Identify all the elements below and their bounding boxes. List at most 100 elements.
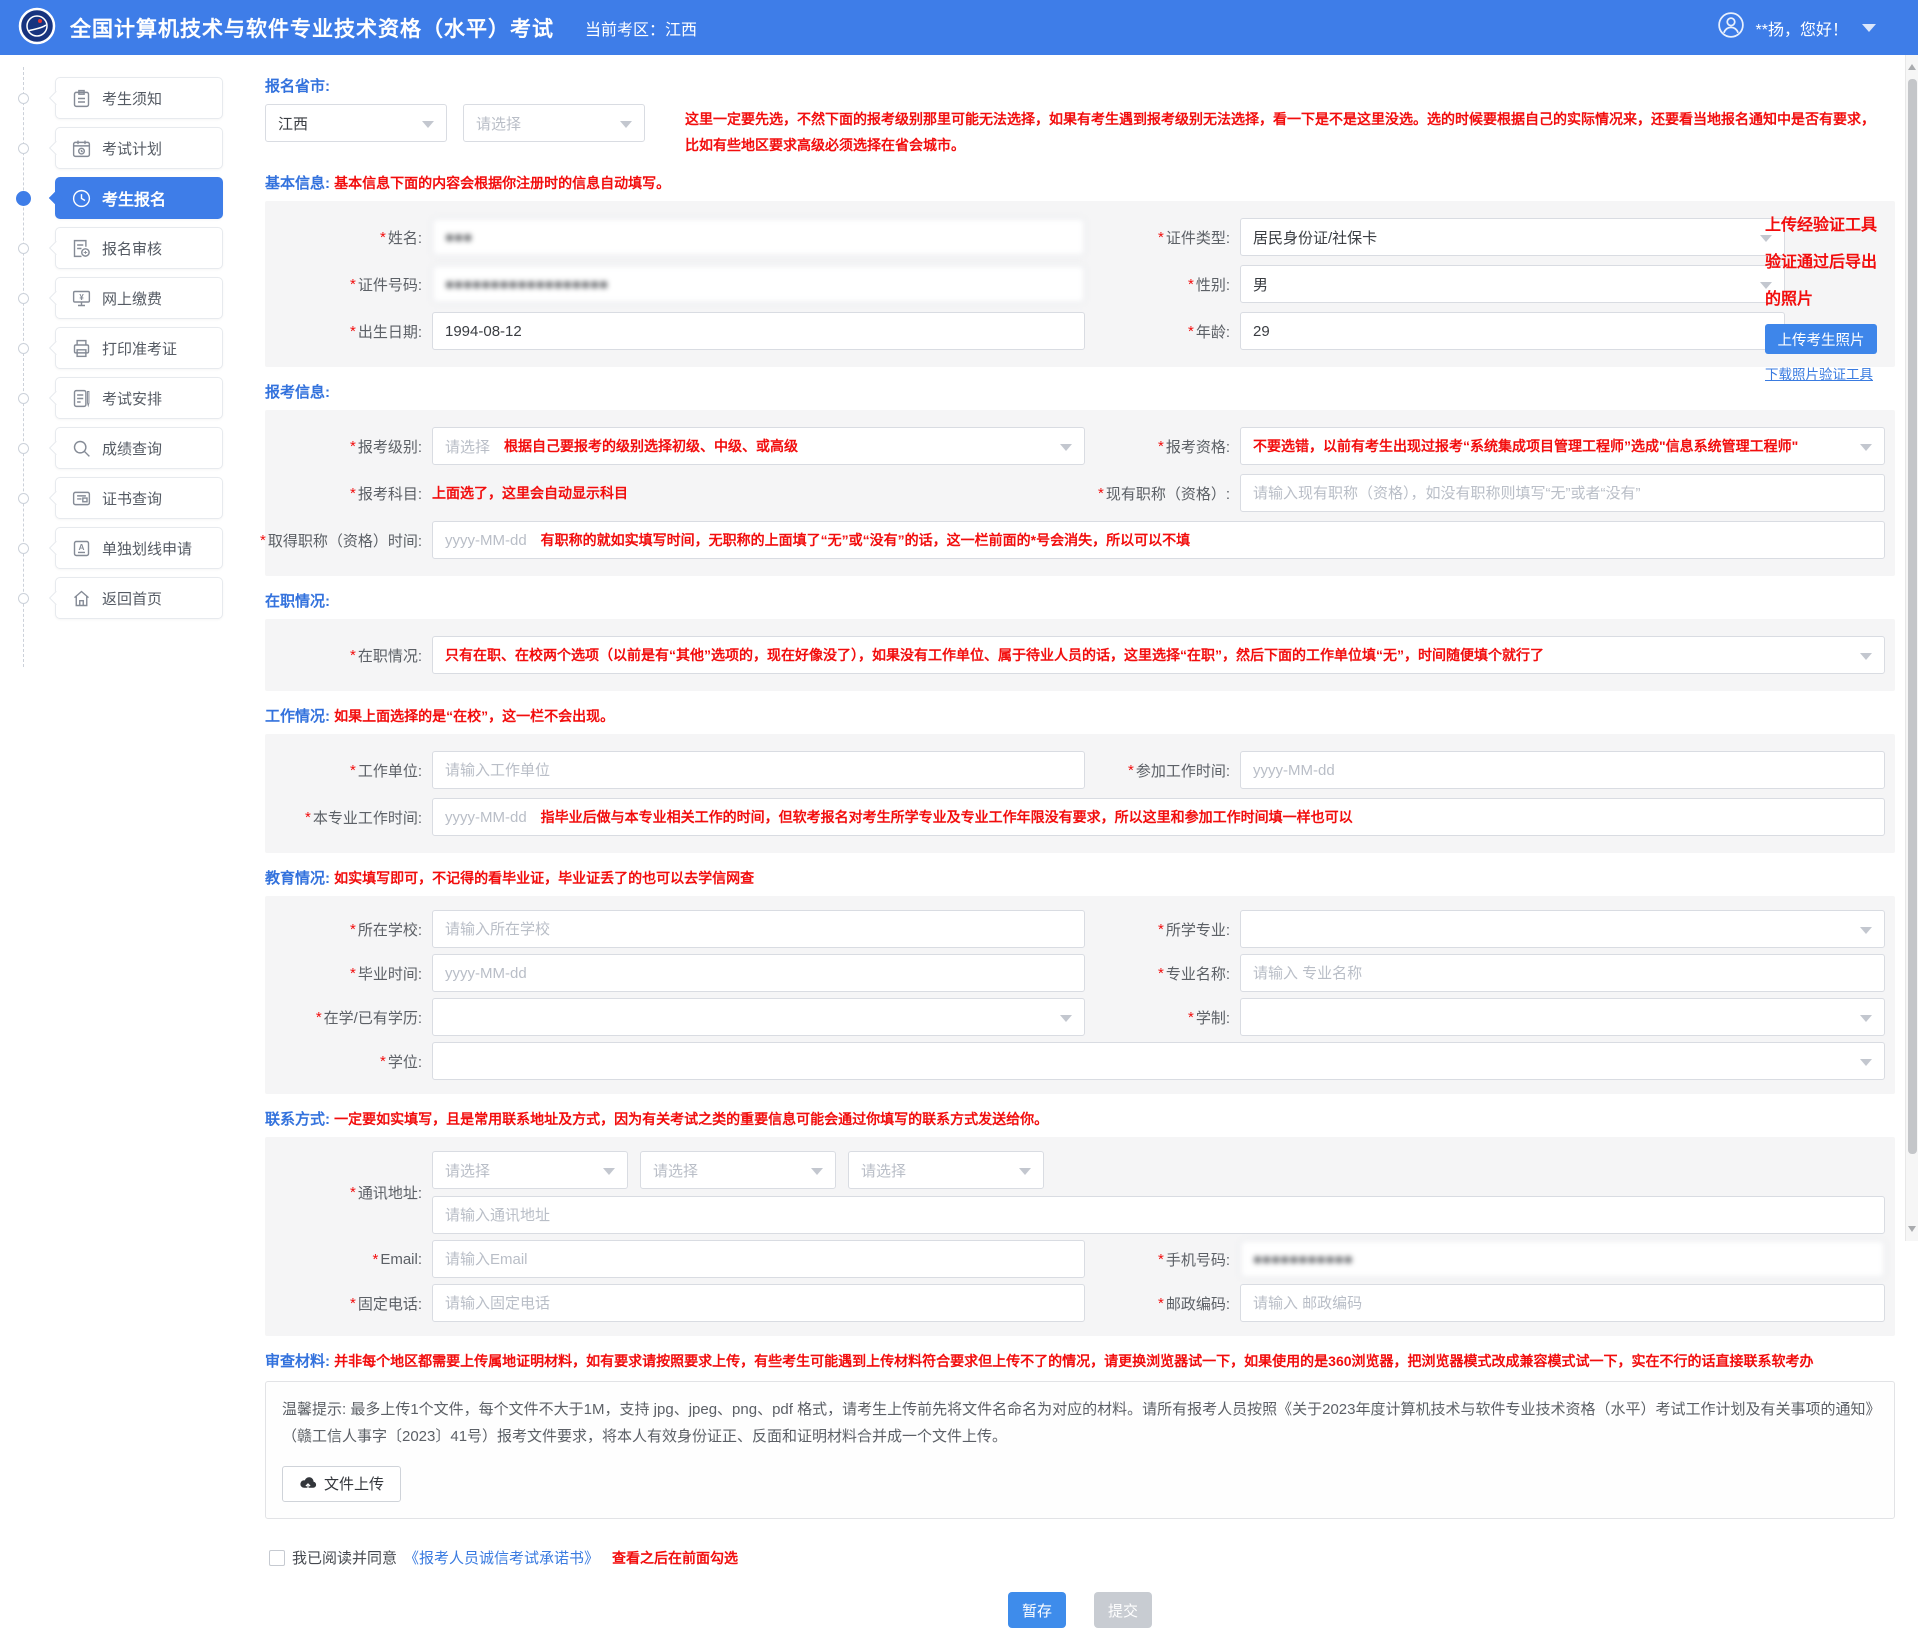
tel-input[interactable] xyxy=(432,1284,1085,1322)
upload-tips-box: 温馨提示: 最多上传1个文件，每个文件不大于1M，支持 jpg、jpeg、png… xyxy=(265,1381,1895,1519)
sidebar-item-schedule[interactable]: 考试安排 xyxy=(55,377,223,419)
sidebar-item-home[interactable]: 返回首页 xyxy=(55,577,223,619)
major-years-label: 本专业工作时间: xyxy=(312,809,422,827)
qualification-select[interactable]: 不要选错，以前有考生出现过报考“系统集成项目管理工程师”选成"信息系统管理工程师… xyxy=(1240,427,1885,465)
mobile-input[interactable] xyxy=(1240,1240,1885,1278)
monitor-yen-icon: ¥ xyxy=(72,290,91,306)
timeline-dot xyxy=(18,442,29,454)
edu-level-label: 在学/已有学历: xyxy=(323,1009,422,1027)
name-input[interactable] xyxy=(432,218,1085,256)
birth-input[interactable] xyxy=(432,312,1085,350)
calendar-clock-icon xyxy=(72,140,91,157)
major-years-input[interactable]: yyyy-MM-dd 指毕业后做与本专业相关工作的时间，但软考报名对考生所学专业… xyxy=(432,798,1885,836)
agreement-checkbox[interactable] xyxy=(269,1549,285,1566)
exam-panel: * 报考级别: 请选择 根据自己要报考的级别选择初级、中级、或高级 * 报考资格: … xyxy=(260,410,1895,576)
address-province-select[interactable]: 请选择 xyxy=(432,1151,628,1189)
edu-level-select[interactable] xyxy=(432,998,1085,1036)
sidebar-item-cert[interactable]: 证书查询 xyxy=(55,477,223,519)
sidebar-row-score: 成绩查询 xyxy=(0,427,255,469)
city-select[interactable]: 请选择 xyxy=(463,104,645,142)
cert-no-input[interactable] xyxy=(432,265,1085,303)
sidebar-item-pay[interactable]: ¥ 网上缴费 xyxy=(55,277,223,319)
exam-level-select[interactable]: 请选择 根据自己要报考的级别选择初级、中级、或高级 xyxy=(432,427,1085,465)
step-sidebar: 考生须知 考试计划 考生报名 报名审核 xyxy=(0,55,255,1241)
file-upload-button[interactable]: 文件上传 xyxy=(282,1466,402,1502)
province-select[interactable]: 江西 xyxy=(265,104,447,142)
timeline-dot xyxy=(18,142,29,154)
upload-photo-button[interactable]: 上传考生照片 xyxy=(1765,324,1877,354)
schooling-select[interactable] xyxy=(1240,998,1885,1036)
address-label: 通讯地址: xyxy=(357,1185,422,1202)
obtain-time-input[interactable]: yyyy-MM-dd 有职称的就如实填写时间，无职称的上面填了“无”或“没有”的… xyxy=(432,521,1885,559)
save-draft-button[interactable]: 暂存 xyxy=(1008,1592,1066,1628)
grad-time-input[interactable] xyxy=(432,954,1085,992)
major-name-input[interactable] xyxy=(1240,954,1885,992)
scrollbar-thumb[interactable] xyxy=(1907,79,1917,1154)
section-education: 教育情况: 如实填写即可，不记得的看毕业证，毕业证丢了的也可以去学信网查 * 所在… xyxy=(265,867,1895,1094)
form-actions: 暂存 提交 xyxy=(265,1592,1895,1628)
scroll-down-arrow-icon[interactable] xyxy=(1908,1226,1916,1232)
email-input[interactable] xyxy=(432,1240,1085,1278)
age-input[interactable] xyxy=(1240,312,1785,350)
photo-note: 上传经验证工具验证通过后导出的照片 xyxy=(1765,217,1878,308)
timeline-line xyxy=(23,67,24,667)
download-photo-tool-link[interactable]: 下载照片验证工具 xyxy=(1765,367,1873,382)
commitment-link[interactable]: 《报考人员诚信考试承诺书》 xyxy=(404,1550,600,1567)
basic-panel: *姓名: *证件类型: 居民身份证/社保卡 *证件号码: *性别: 男 *出生日… xyxy=(265,201,1895,382)
section-contact: 联系方式: 一定要如实填写，且是常用联系地址及方式，因为有关考试之类的重要信息可… xyxy=(265,1108,1895,1336)
sidebar-item-audit[interactable]: 报名审核 xyxy=(55,227,223,269)
sidebar-item-print[interactable]: 打印准考证 xyxy=(55,327,223,369)
sidebar-item-lineapply[interactable]: A 单独划线申请 xyxy=(55,527,223,569)
chevron-down-icon xyxy=(422,121,434,128)
chevron-down-icon xyxy=(1760,235,1772,242)
job-status-section-label: 在职情况: xyxy=(265,593,330,610)
chevron-down-icon xyxy=(603,1168,615,1175)
scroll-up-arrow-icon[interactable] xyxy=(1908,64,1916,70)
section-province: 报名省市: 江西 请选择 这里一定要先选，不然下面的报考级别那里可能无法选择，如… xyxy=(265,55,1895,158)
agreement-row: 我已阅读并同意 《报考人员诚信考试承诺书》 查看之后在前面勾选 xyxy=(269,1547,1895,1568)
address-district-select[interactable]: 请选择 xyxy=(848,1151,1044,1189)
sidebar-row-enroll: 考生报名 xyxy=(0,177,255,219)
mobile-label: 手机号码: xyxy=(1165,1251,1230,1269)
major-select[interactable] xyxy=(1240,910,1885,948)
email-label: Email: xyxy=(380,1250,422,1268)
school-input[interactable] xyxy=(432,910,1085,948)
sidebar-item-plan[interactable]: 考试计划 xyxy=(55,127,223,169)
timeline-dot xyxy=(18,492,29,504)
address-city-select[interactable]: 请选择 xyxy=(640,1151,836,1189)
job-status-label: 在职情况: xyxy=(357,647,422,665)
chevron-down-icon xyxy=(620,121,632,128)
degree-select[interactable] xyxy=(432,1042,1885,1080)
gender-label: 性别: xyxy=(1195,276,1230,294)
user-menu[interactable]: **扬，您好！ xyxy=(1716,0,1876,55)
page-title: 全国计算机技术与软件专业技术资格（水平）考试 xyxy=(70,17,554,41)
document-seal-icon xyxy=(73,239,90,257)
photo-upload-area: 上传经验证工具验证通过后导出的照片 上传考生照片 下载照片验证工具 xyxy=(1765,207,1887,383)
obtain-time-note: 有职称的就如实填写时间，无职称的上面填了“无”或“没有”的话，这一栏前面的*号会… xyxy=(540,532,1191,548)
work-section-note: 如果上面选择的是“在校”，这一栏不会出现。 xyxy=(334,708,615,724)
cert-type-label: 证件类型: xyxy=(1165,229,1230,247)
document-pen-icon xyxy=(73,389,90,407)
current-title-input[interactable] xyxy=(1240,474,1885,512)
join-time-input[interactable] xyxy=(1240,751,1885,789)
subject-note: 上面选了，这里会自动显示科目 xyxy=(432,485,628,501)
job-status-select[interactable]: 只有在职、在校两个选项（以前是有“其他”选项的，现在好像没了），如果没有工作单位… xyxy=(432,636,1885,674)
user-avatar-icon xyxy=(1716,10,1746,45)
employer-input[interactable] xyxy=(432,751,1085,789)
sidebar-item-notice[interactable]: 考生须知 xyxy=(55,77,223,119)
education-panel: *所在学校: *所学专业: *毕业时间: *专业名称: *在学/已有学历: *学… xyxy=(265,896,1895,1094)
gender-select[interactable]: 男 xyxy=(1240,265,1785,303)
zip-input[interactable] xyxy=(1240,1284,1885,1322)
sidebar-item-enroll[interactable]: 考生报名 xyxy=(55,177,223,219)
grad-time-label: 毕业时间: xyxy=(357,965,422,983)
school-label: 所在学校: xyxy=(357,921,422,939)
cert-type-select[interactable]: 居民身份证/社保卡 xyxy=(1240,218,1785,256)
basic-section-note: 基本信息下面的内容会根据你注册时的信息自动填写。 xyxy=(334,175,671,191)
softexam-logo-icon xyxy=(18,7,56,49)
province-note: 这里一定要先选，不然下面的报考级别那里可能无法选择，如果有考生遇到报考级别无法选… xyxy=(685,111,1875,153)
vertical-scrollbar[interactable] xyxy=(1905,55,1918,1241)
contact-section-label: 联系方式: xyxy=(265,1111,330,1128)
sidebar-item-score[interactable]: 成绩查询 xyxy=(55,427,223,469)
address-detail-input[interactable] xyxy=(432,1196,1885,1234)
submit-button[interactable]: 提交 xyxy=(1094,1592,1152,1628)
